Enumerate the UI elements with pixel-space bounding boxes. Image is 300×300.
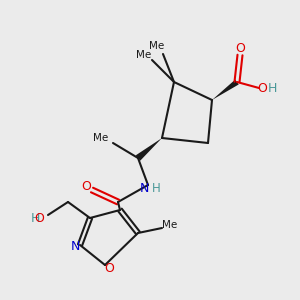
Text: N: N — [139, 182, 149, 196]
Text: O: O — [34, 212, 44, 224]
Text: Me: Me — [162, 220, 178, 230]
Text: N: N — [70, 241, 80, 254]
Text: Me: Me — [149, 41, 165, 51]
Text: H: H — [267, 82, 277, 94]
Text: O: O — [235, 41, 245, 55]
Text: Me: Me — [93, 133, 108, 143]
Text: H: H — [152, 182, 160, 196]
Text: Me: Me — [136, 50, 152, 60]
Polygon shape — [136, 138, 162, 161]
Text: H: H — [30, 212, 40, 224]
Text: O: O — [104, 262, 114, 275]
Text: O: O — [257, 82, 267, 94]
Text: O: O — [81, 181, 91, 194]
Polygon shape — [212, 80, 239, 100]
